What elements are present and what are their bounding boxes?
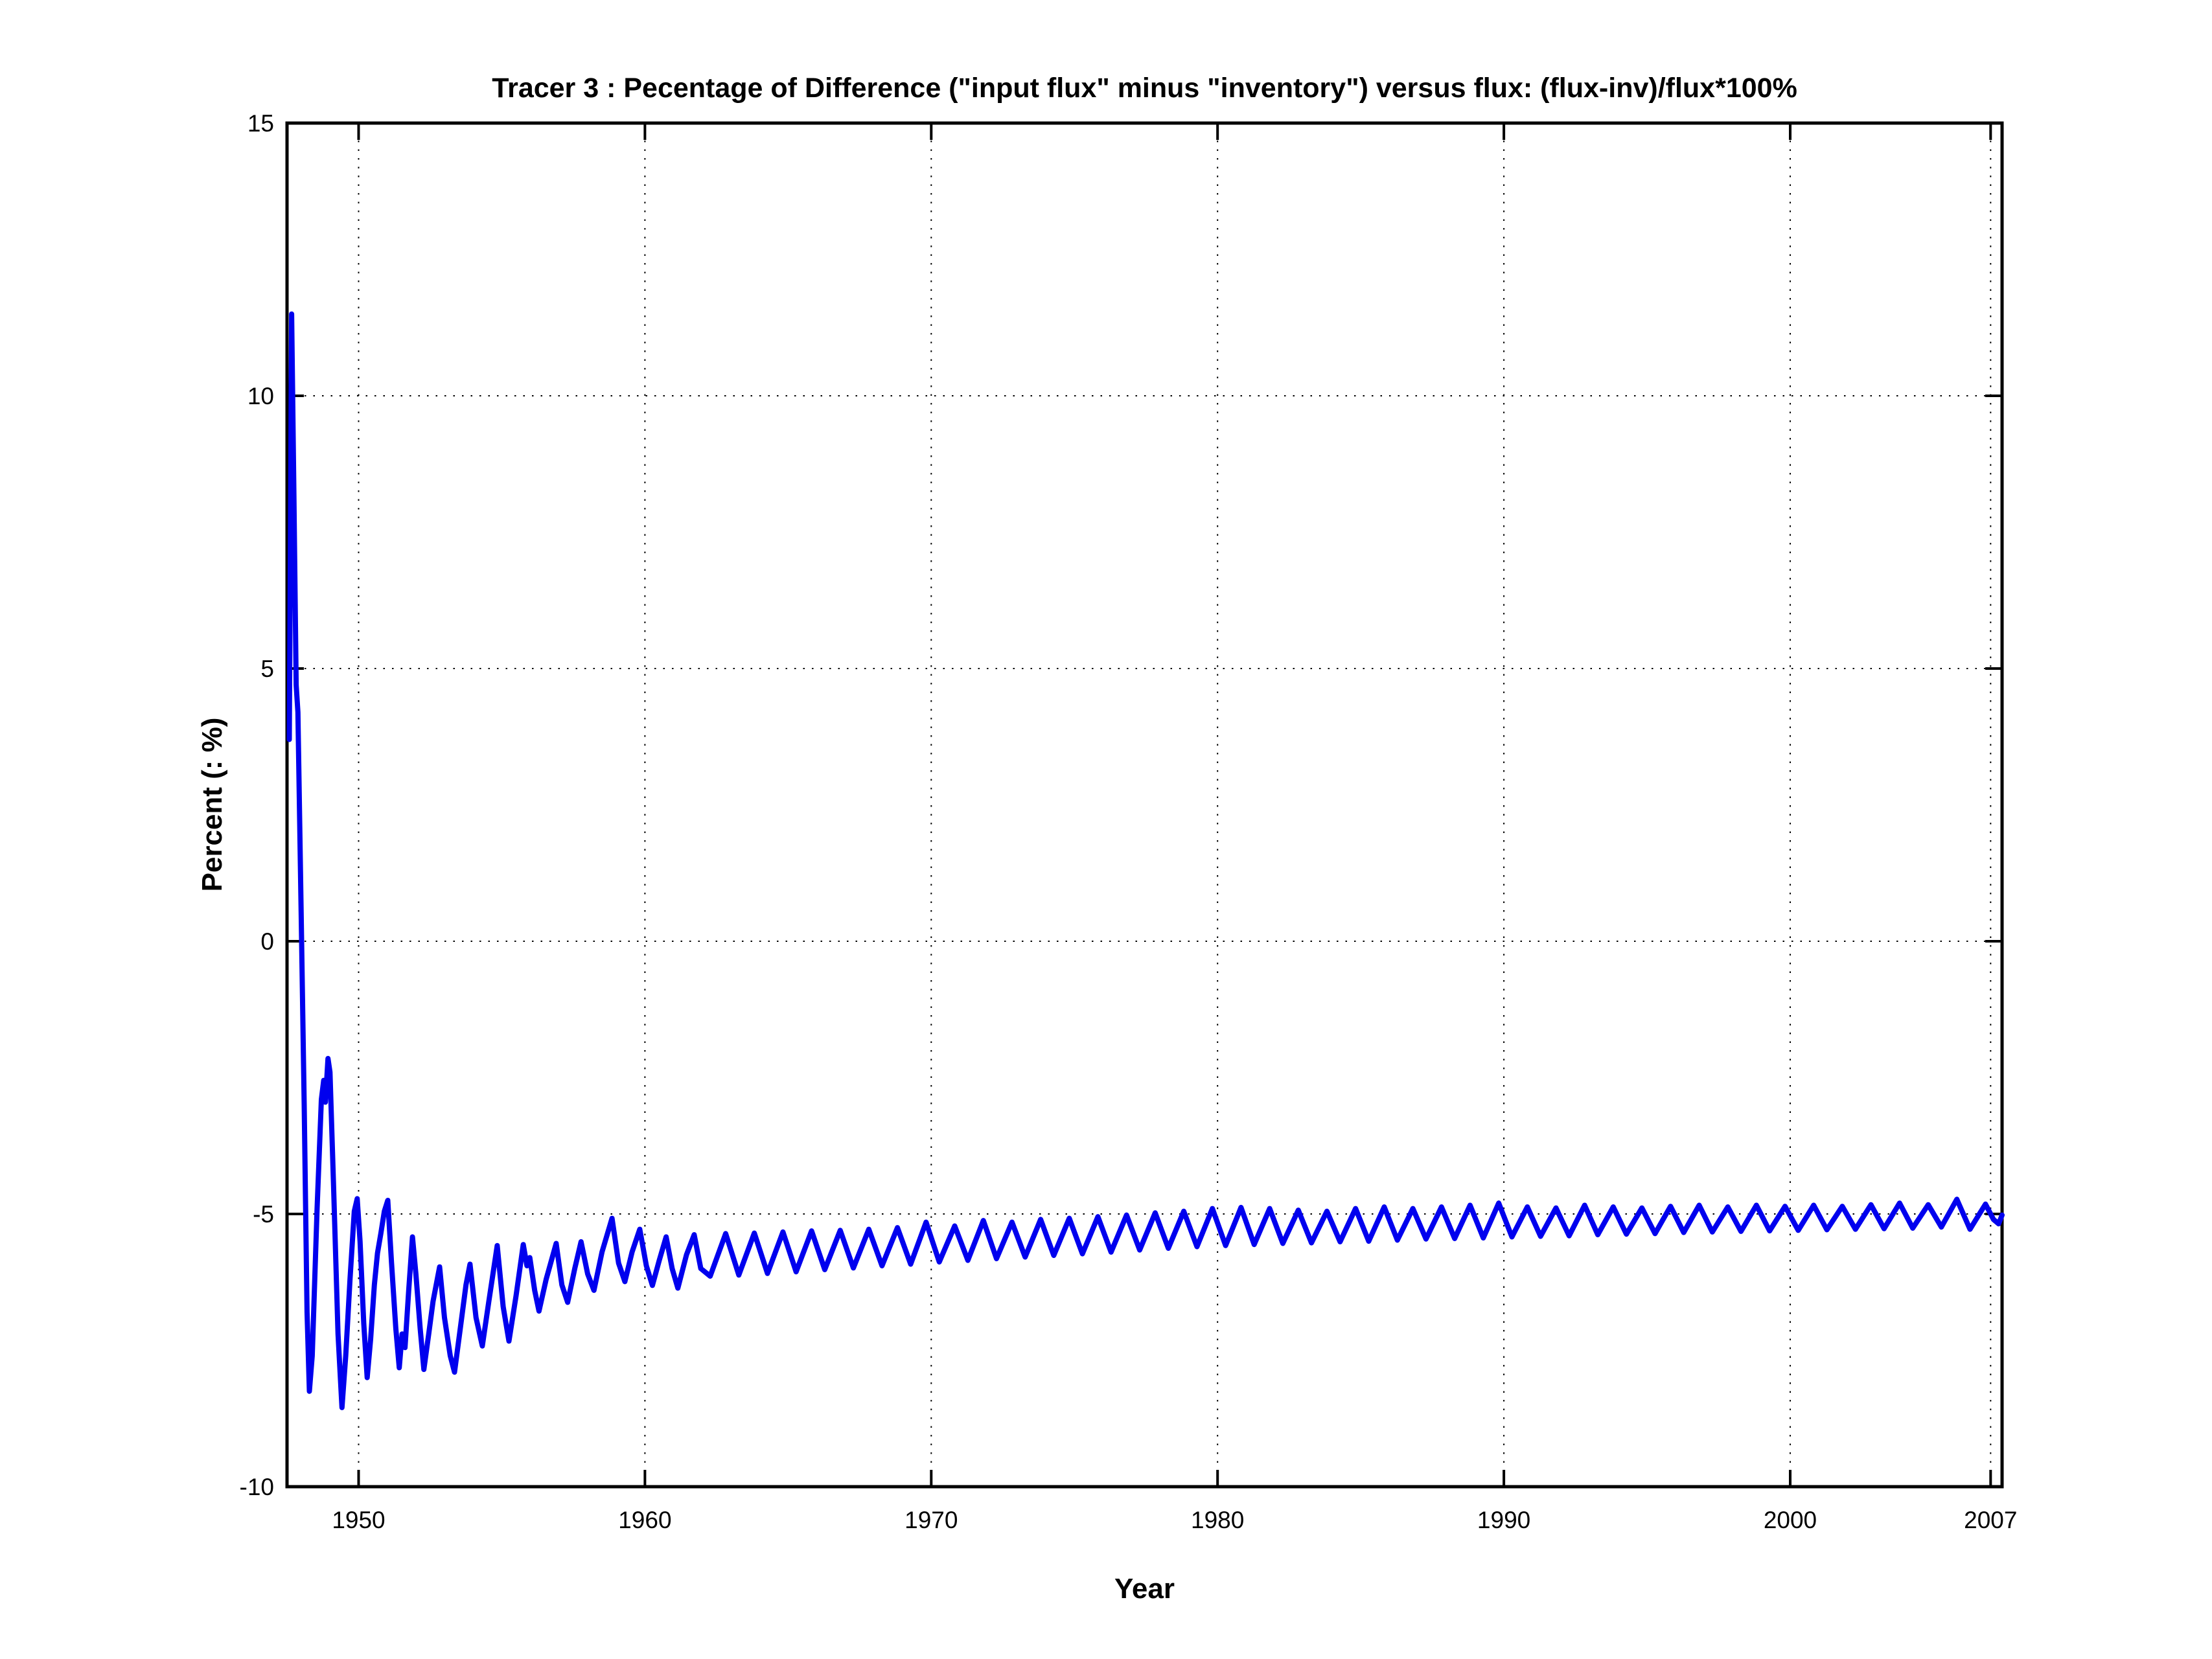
y-tick-label--10: -10	[240, 1474, 274, 1500]
y-tick-label-5: 5	[260, 656, 274, 682]
y-tick-label-10: 10	[248, 383, 274, 409]
axes-frame	[285, 121, 2004, 1489]
x-tick-label-1970: 1970	[904, 1507, 958, 1533]
x-tick-label-1990: 1990	[1477, 1507, 1530, 1533]
y-tick-label-15: 15	[248, 110, 274, 137]
y-axis-label: Percent (: %)	[196, 717, 228, 892]
data-line-tracer3	[286, 311, 2005, 1410]
y-tick-label--5: -5	[253, 1201, 274, 1228]
x-axis-label: Year	[1114, 1573, 1175, 1605]
y-tick-label-0: 0	[260, 928, 274, 955]
x-tick-label-2007: 2007	[1964, 1507, 2017, 1533]
x-tick-label-1950: 1950	[332, 1507, 385, 1533]
x-tick-label-1960: 1960	[618, 1507, 671, 1533]
x-tick-label-2000: 2000	[1764, 1507, 1817, 1533]
x-tick-label-1980: 1980	[1191, 1507, 1244, 1533]
chart-title: Tracer 3 : Pecentage of Difference ("inp…	[492, 73, 1797, 104]
